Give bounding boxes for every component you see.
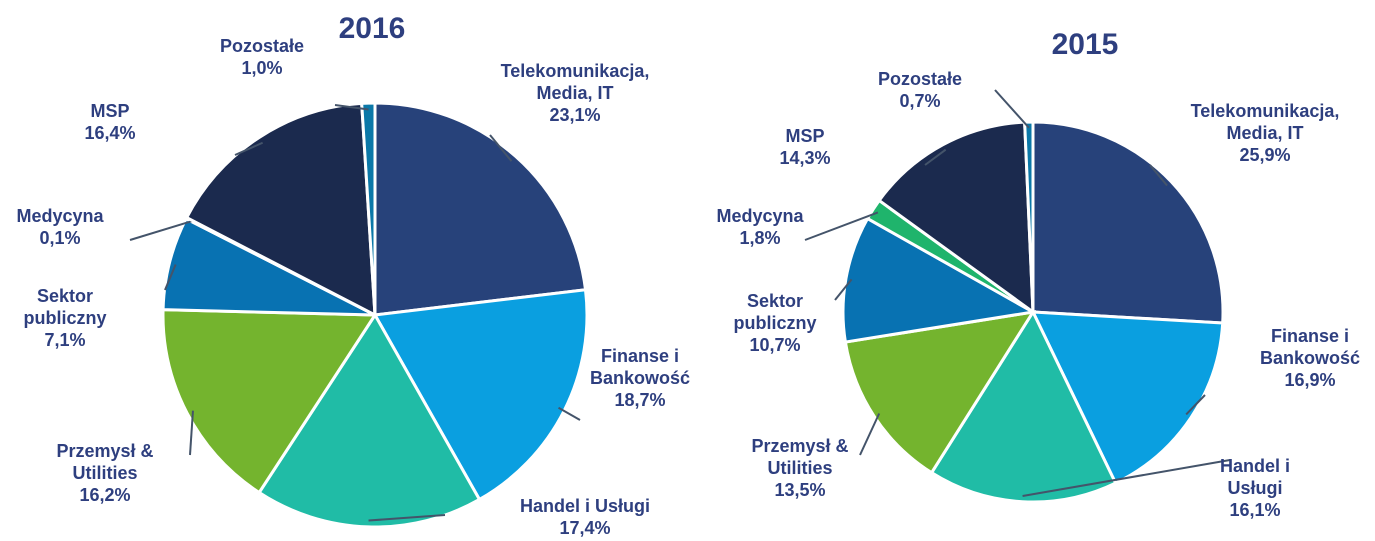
value-label: 0,7% [899, 91, 941, 111]
pie-slice [841, 216, 1038, 344]
category-label: Handel i Usługi [519, 496, 651, 516]
slice-label: Medycyna 0,1% [10, 205, 110, 249]
category-label: Przemysł & Utilities [751, 436, 849, 478]
leader-line [1022, 459, 1231, 497]
category-label: Pozostałe [877, 69, 963, 89]
category-label: Medycyna [16, 206, 104, 226]
category-label: Medycyna [716, 206, 804, 226]
slice-label: MSP 16,4% [65, 100, 155, 144]
value-label: 16,4% [84, 123, 136, 143]
leader-line [164, 264, 177, 291]
category-label: Sektor publiczny [733, 291, 817, 333]
value-label: 17,4% [559, 518, 611, 538]
slice-label: Finanse i Bankowość 18,7% [585, 345, 695, 411]
slice-label: Pozostałe 1,0% [207, 35, 317, 79]
pie-slice [360, 101, 377, 316]
value-label: 16,1% [1229, 500, 1281, 520]
leader-line [368, 514, 446, 522]
pie-slice [1030, 310, 1225, 486]
value-label: 1,8% [739, 228, 781, 248]
slice-label: Przemysł & Utilities 16,2% [45, 440, 165, 506]
slice-label: Sektor publiczny 7,1% [15, 285, 115, 351]
category-label: Finanse i Bankowość [1259, 326, 1361, 368]
category-label: Przemysł & Utilities [56, 441, 154, 483]
value-label: 23,1% [549, 105, 601, 125]
leader-line [859, 413, 881, 456]
leader-line [1149, 164, 1168, 187]
chart-title: 2015 [1051, 28, 1119, 61]
value-label: 18,7% [614, 390, 666, 410]
leader-line [234, 141, 264, 156]
value-label: 16,9% [1284, 370, 1336, 390]
slice-label: Finanse i Bankowość 16,9% [1255, 325, 1365, 391]
pie-slice [929, 308, 1118, 504]
pie-slice [161, 308, 378, 495]
category-label: MSP [785, 126, 825, 146]
leader-line [804, 211, 879, 241]
leader-line [558, 406, 581, 421]
pie-slice [1031, 120, 1225, 325]
slice-label: MSP 14,3% [760, 125, 850, 169]
chart-title: 2016 [338, 12, 406, 45]
slice-label: Telekomunikacja, Media, IT 25,9% [1180, 100, 1350, 166]
leader-line [489, 134, 513, 162]
value-label: 14,3% [779, 148, 831, 168]
leader-line [834, 278, 853, 301]
category-label: Finanse i Bankowość [589, 346, 691, 388]
pie-slice [257, 312, 482, 529]
leader-line [924, 148, 947, 166]
leader-line [994, 89, 1030, 129]
category-label: Handel i Usługi [1219, 456, 1290, 498]
slice-label: Sektor publiczny 10,7% [725, 290, 825, 356]
value-label: 13,5% [774, 480, 826, 500]
value-label: 1,0% [241, 58, 283, 78]
category-label: Telekomunikacja, Media, IT [500, 61, 650, 103]
slice-label: Handel i Usługi 17,4% [495, 495, 675, 539]
value-label: 7,1% [44, 330, 86, 350]
value-label: 0,1% [39, 228, 81, 248]
leader-line [189, 410, 194, 456]
slice-label: Telekomunikacja, Media, IT 23,1% [490, 60, 660, 126]
category-label: MSP [90, 101, 130, 121]
value-label: 16,2% [79, 485, 131, 505]
pie-slice [877, 120, 1035, 316]
category-label: Pozostałe [219, 36, 305, 56]
pie-slice [843, 309, 1037, 475]
value-label: 10,7% [749, 335, 801, 355]
leader-line [129, 220, 193, 241]
category-label: Sektor publiczny [23, 286, 107, 328]
leader-line [334, 104, 369, 111]
leader-line [1185, 394, 1206, 416]
slice-label: Medycyna 1,8% [710, 205, 810, 249]
value-label: 25,9% [1239, 145, 1291, 165]
slice-label: Handel i Usługi 16,1% [1210, 455, 1300, 521]
pie-slice [373, 101, 588, 317]
slice-label: Przemysł & Utilities 13,5% [740, 435, 860, 501]
slice-label: Pozostałe 0,7% [865, 68, 975, 112]
category-label: Telekomunikacja, Media, IT [1190, 101, 1340, 143]
